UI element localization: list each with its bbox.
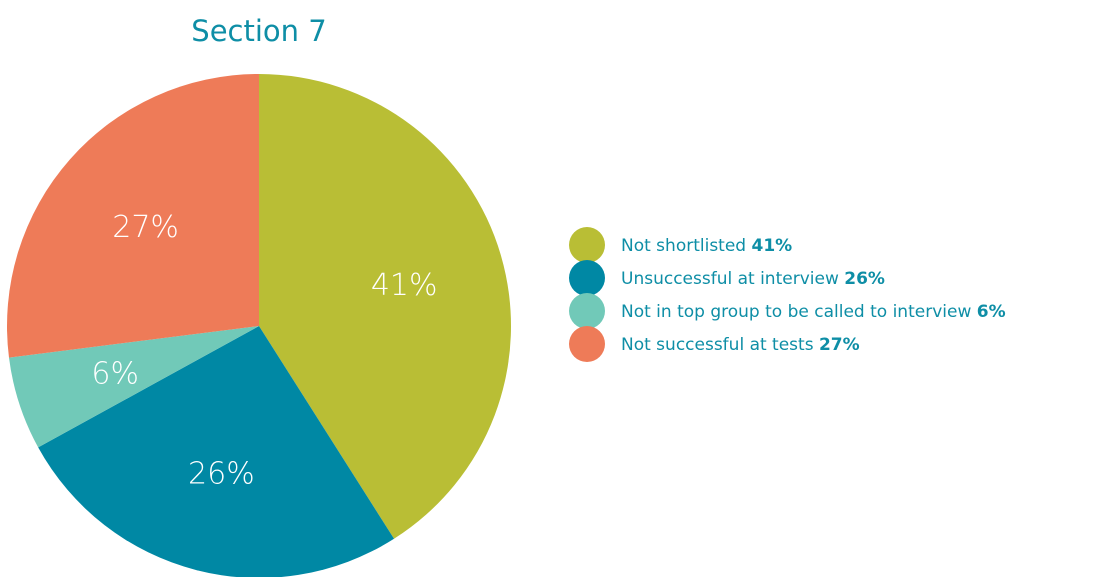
legend: Not shortlisted 41% Unsuccessful at inter…	[569, 227, 1006, 362]
pie-slice-label: 41%	[371, 268, 438, 303]
pie-slice	[38, 326, 395, 577]
legend-item: Unsuccessful at interview 26%	[569, 260, 885, 296]
legend-label: Unsuccessful at interview 26%	[621, 269, 885, 289]
pie-slice-label: 26%	[188, 456, 255, 491]
pie-slice-label: 27%	[112, 210, 179, 245]
legend-name: Not shortlisted	[621, 236, 752, 256]
legend-name: Unsuccessful at interview	[621, 269, 844, 289]
legend-value: 41%	[752, 236, 793, 256]
pie-slice-label: 6%	[91, 357, 139, 392]
legend-swatch	[569, 227, 605, 263]
legend-swatch	[569, 326, 605, 362]
legend-item: Not in top group to be called to intervi…	[569, 293, 1006, 329]
pie-slice-labels: 41% 26% 6% 27%	[91, 210, 437, 491]
legend-value: 26%	[844, 269, 885, 289]
legend-label: Not successful at tests 27%	[621, 335, 860, 355]
legend-swatch	[569, 260, 605, 296]
legend-value: 6%	[977, 302, 1006, 322]
pie-slices	[7, 74, 512, 577]
chart-title: Section 7	[191, 14, 326, 48]
pie-slice	[7, 74, 260, 358]
pie-slice	[8, 326, 259, 448]
legend-label: Not shortlisted 41%	[621, 236, 792, 256]
legend-label: Not in top group to be called to intervi…	[621, 302, 1006, 322]
legend-item: Not shortlisted 41%	[569, 227, 792, 263]
legend-name: Not successful at tests	[621, 335, 819, 355]
pie-slice	[259, 74, 512, 539]
legend-item: Not successful at tests 27%	[569, 326, 860, 362]
legend-name: Not in top group to be called to intervi…	[621, 302, 977, 322]
legend-swatch	[569, 293, 605, 329]
legend-value: 27%	[819, 335, 860, 355]
